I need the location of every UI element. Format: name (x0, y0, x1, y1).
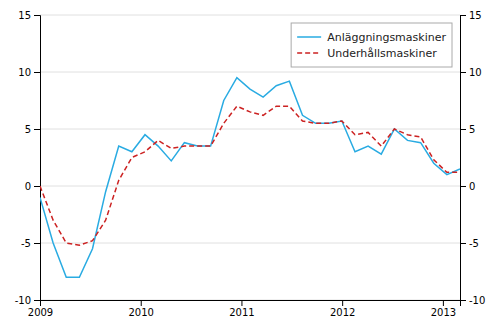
tick: 10 (460, 67, 482, 78)
tick-mark (342, 300, 343, 306)
tick-mark (34, 186, 40, 187)
tick-mark (34, 129, 40, 130)
tick-mark (443, 300, 444, 306)
tick-label: 5 (25, 124, 31, 135)
legend: Anläggningsmaskiner Underhållsmaskiner (291, 23, 452, 67)
tick-label: -10 (469, 295, 485, 306)
tick-mark (460, 15, 466, 16)
lines (40, 78, 460, 278)
axis-line (461, 16, 467, 301)
line (40, 106, 460, 245)
tick: -5 (460, 238, 479, 249)
y2-axis: -10 -5 0 5 10 15 (460, 10, 485, 306)
tick-label: -5 (21, 238, 31, 249)
tick: 5 (460, 124, 475, 135)
legend-item: Anläggningsmaskiner (297, 31, 446, 44)
tick: 2010 (128, 300, 153, 318)
grid-line (40, 129, 460, 130)
tick-label: -10 (15, 295, 31, 306)
tick-label: 2009 (28, 307, 53, 318)
tick-mark (34, 300, 40, 301)
legend-swatch (297, 52, 321, 54)
tick-label: 0 (469, 181, 475, 192)
grid-line (40, 186, 460, 187)
tick-mark (34, 243, 40, 244)
tick: -10 (15, 295, 40, 306)
tick-mark (460, 72, 466, 73)
tick-mark (141, 300, 142, 306)
grid-line (40, 72, 460, 73)
tick: 2011 (229, 300, 254, 318)
tick-label: 2010 (128, 307, 153, 318)
tick-label: 10 (18, 67, 31, 78)
plot: 2009 2010 2011 2012 2013 -10 -5 0 5 10 15 -10 -5 0 5 10… (15, 10, 486, 318)
axis-line (34, 16, 41, 301)
tick: 15 (18, 10, 40, 21)
tick-label: 15 (469, 10, 482, 21)
tick-mark (460, 300, 466, 301)
tick-mark (241, 300, 242, 306)
tick: 2013 (431, 300, 456, 318)
legend-swatch (297, 36, 321, 38)
tick-label: 10 (469, 67, 482, 78)
grid-line (40, 15, 460, 16)
tick-mark (34, 72, 40, 73)
grid (40, 15, 460, 300)
tick: 0 (25, 181, 40, 192)
tick-label: 2012 (330, 307, 355, 318)
tick-label: 15 (18, 10, 31, 21)
chart: 2009 2010 2011 2012 2013 -10 -5 0 5 10 15 -10 -5 0 5 10… (0, 0, 500, 330)
tick: 5 (25, 124, 40, 135)
tick-mark (34, 15, 40, 16)
legend-label: Anläggningsmaskiner (327, 31, 446, 44)
tick: -5 (21, 238, 40, 249)
tick-mark (460, 186, 466, 187)
tick-label: 5 (469, 124, 475, 135)
tick: -10 (460, 295, 485, 306)
tick: 15 (460, 10, 482, 21)
tick-label: 2011 (229, 307, 254, 318)
tick-mark (460, 129, 466, 130)
tick-label: 0 (25, 181, 31, 192)
y-axis: -10 -5 0 5 10 15 (15, 10, 41, 306)
x-axis: 2009 2010 2011 2012 2013 (28, 300, 461, 318)
tick: 10 (18, 67, 40, 78)
legend-label: Underhållsmaskiner (327, 47, 437, 60)
grid-line (40, 243, 460, 244)
tick-mark (460, 243, 466, 244)
tick: 2009 (28, 300, 53, 318)
legend-box (291, 23, 452, 67)
tick-label: -5 (469, 238, 479, 249)
legend-item: Underhållsmaskiner (297, 47, 437, 60)
axis-line (41, 301, 461, 307)
line (40, 78, 460, 278)
tick-label: 2013 (431, 307, 456, 318)
tick: 2012 (330, 300, 355, 318)
tick: 0 (460, 181, 475, 192)
